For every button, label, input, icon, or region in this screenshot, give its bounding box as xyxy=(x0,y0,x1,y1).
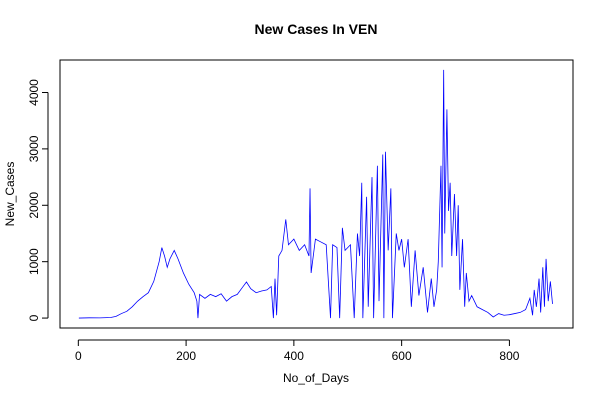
y-tick-label: 4000 xyxy=(27,79,41,106)
y-tick-label: 1000 xyxy=(27,248,41,275)
x-tick-label: 800 xyxy=(499,349,519,363)
y-axis-label: New_Cases xyxy=(3,162,17,227)
x-tick-label: 200 xyxy=(176,349,196,363)
plot-box xyxy=(59,59,574,329)
x-tick-label: 400 xyxy=(284,349,304,363)
data-line xyxy=(78,69,553,319)
chart-title: New Cases In VEN xyxy=(255,21,378,37)
y-tick-label: 2000 xyxy=(27,192,41,219)
x-axis-label: No_of_Days xyxy=(283,371,349,385)
x-tick-label: 600 xyxy=(392,349,412,363)
y-tick-label: 3000 xyxy=(27,135,41,162)
y-tick-label: 0 xyxy=(27,314,41,321)
x-tick-label: 0 xyxy=(75,349,82,363)
